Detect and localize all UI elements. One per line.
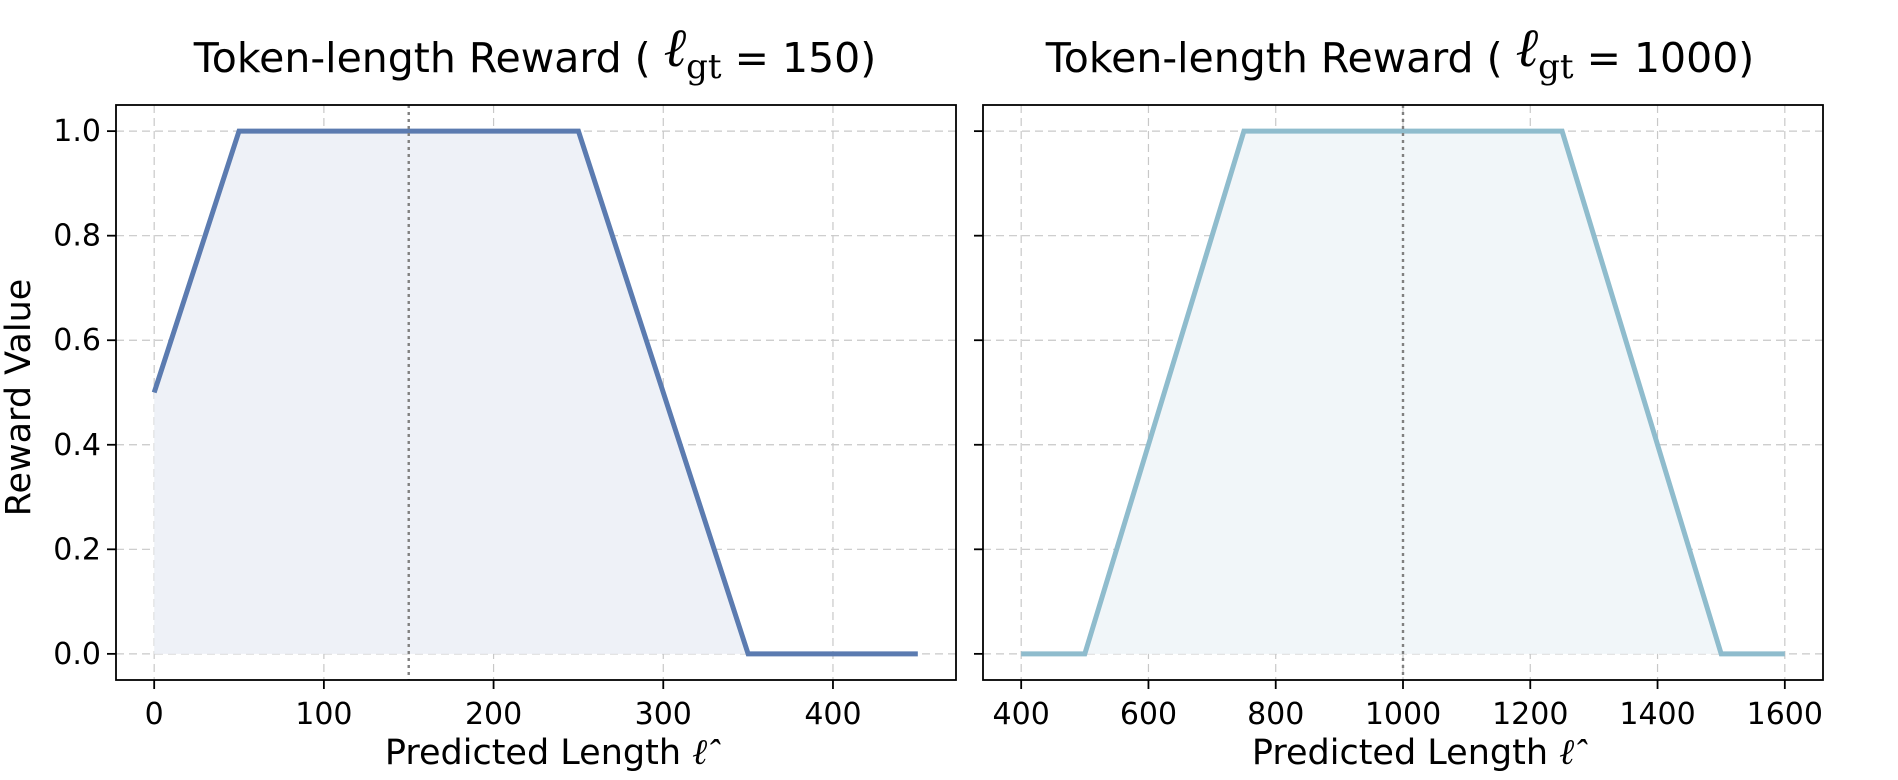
- chart-title: Token-length Reward ( ℓgt = 150): [193, 16, 877, 87]
- x-tick-label: 400: [804, 697, 861, 732]
- title-text: Token-length Reward (: [193, 34, 664, 82]
- y-tick-label: 0.6: [53, 323, 101, 358]
- title-math-symbol: ℓ: [664, 16, 687, 79]
- x-tick-label: 1600: [1747, 697, 1823, 732]
- y-axis-label: Reward Value: [0, 279, 39, 517]
- x-tick-label: 300: [635, 697, 692, 732]
- title-math-subscript: gt: [686, 47, 722, 87]
- chart-panel-right: 400 600 800 1000 1200 1400 1600 Token-length Re…: [974, 16, 1824, 773]
- x-axis-label: Predicted Length ℓ̂: [385, 732, 721, 773]
- x-tick-label: 400: [993, 697, 1050, 732]
- x-tick-label: 200: [465, 697, 522, 732]
- x-axis-label-symbol: ℓ̂: [692, 732, 721, 773]
- series-line: [1021, 128, 1785, 657]
- plot-frame: [115, 104, 957, 681]
- x-tick-label: 800: [1247, 697, 1304, 732]
- title-math-symbol: ℓ: [1516, 16, 1539, 79]
- x-axis-label: Predicted Length ℓ̂: [1252, 732, 1588, 773]
- y-tick-label: 0.0: [53, 637, 101, 672]
- x-axis-label-text: Predicted Length: [1252, 733, 1559, 773]
- y-tick-label: 0.8: [53, 219, 101, 254]
- x-tick-label: 1200: [1492, 697, 1568, 732]
- title-value: = 150): [722, 34, 877, 82]
- y-tick-label: 0.2: [53, 532, 101, 567]
- x-tick-label: 1400: [1619, 697, 1695, 732]
- title-math-subscript: gt: [1538, 47, 1574, 87]
- chart-title: Token-length Reward ( ℓgt = 1000): [1045, 16, 1755, 87]
- y-tick-label: 0.4: [53, 428, 101, 463]
- title-value: = 1000): [1574, 34, 1755, 82]
- x-tick-label: 1000: [1365, 697, 1441, 732]
- x-axis-label-text: Predicted Length: [385, 733, 692, 773]
- chart-panel-left: 0 100 200 300 400 0.0 0.2 0.4 0.6 0.8 1.0 Token-len…: [0, 16, 957, 773]
- y-tick-label: 1.0: [53, 114, 101, 149]
- series-area: [154, 131, 918, 654]
- x-tick-label: 600: [1120, 697, 1177, 732]
- x-tick-label: 100: [295, 697, 352, 732]
- x-tick-label: 0: [145, 697, 164, 732]
- title-text: Token-length Reward (: [1045, 34, 1516, 82]
- x-axis-label-symbol: ℓ̂: [1559, 732, 1588, 773]
